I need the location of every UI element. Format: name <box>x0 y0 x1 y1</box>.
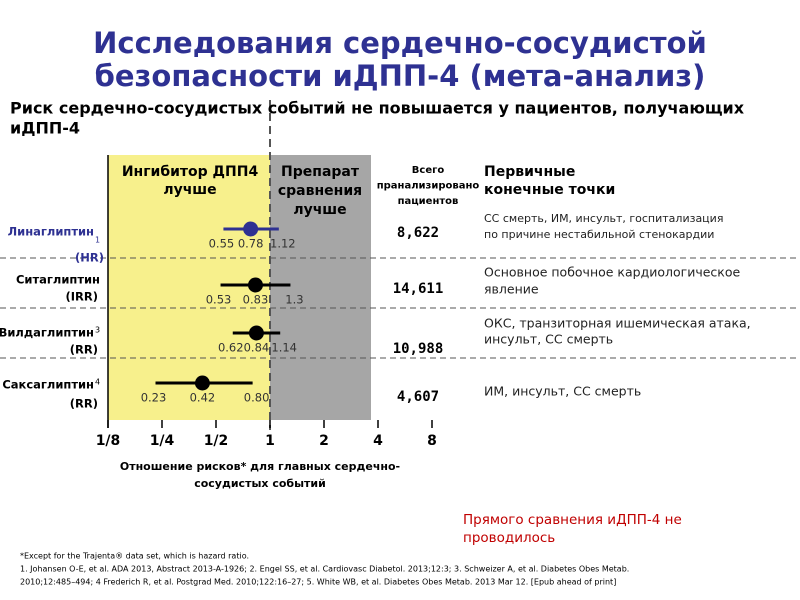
ci-low-label: 0.62 <box>218 341 244 355</box>
ci-low-label: 0.55 <box>209 237 235 251</box>
point-estimate <box>243 221 259 237</box>
drug-name: Ситаглиптин <box>16 273 100 287</box>
subtitle: иДПП-4 <box>10 119 80 138</box>
favors-comparator-region <box>270 155 371 420</box>
x-tick-label: 1/2 <box>204 433 229 449</box>
measure: (HR) <box>75 251 104 265</box>
drug-name: Саксаглиптин <box>2 378 94 392</box>
x-tick-label: 1 <box>265 433 275 449</box>
ci-high-label: 1.12 <box>270 237 296 251</box>
region-label: Препарат <box>281 164 360 180</box>
footnote: *Except for the Trajenta® data set, whic… <box>20 552 249 561</box>
note: проводилось <box>463 530 555 546</box>
column-header: Всего <box>412 165 445 176</box>
region-label: сравнения <box>278 183 362 199</box>
note: Прямого сравнения иДПП-4 не <box>463 512 682 528</box>
x-tick-label: 1/8 <box>96 433 121 449</box>
region-label: лучше <box>293 202 346 218</box>
footnote-ref: 4 <box>95 378 100 387</box>
footnote-ref: 3 <box>95 326 100 335</box>
measure: (IRR) <box>65 290 98 304</box>
footnote-ref: 1 <box>95 236 100 245</box>
measure: (RR) <box>70 397 98 411</box>
point-estimate <box>194 375 210 391</box>
patients: 4,607 <box>397 389 439 405</box>
x-tick-label: 4 <box>373 433 383 449</box>
endpoint: ОКС, транзиторная ишемическая атака, <box>484 316 751 331</box>
point-estimate <box>247 277 263 293</box>
ci-high-label: 0.80 <box>244 391 270 405</box>
endpoint: СС смерть, ИМ, инсульт, госпитализация <box>484 212 723 225</box>
endpoint: ИМ, инсульт, СС смерть <box>484 384 641 399</box>
column-header: Первичные <box>484 164 575 180</box>
estimate-label: 0.83 <box>243 293 269 307</box>
footnote: 2010;12:485–494; 4 Frederich R, et al. P… <box>20 578 616 587</box>
endpoint: инсульт, СС смерть <box>484 332 613 347</box>
x-tick-label: 8 <box>427 433 437 449</box>
endpoint: явление <box>484 282 539 297</box>
ci-low-label: 0.53 <box>206 293 232 307</box>
endpoint: по причине нестабильной стенокардии <box>484 228 714 241</box>
slide-title: безопасности иДПП-4 (мета-анализ) <box>95 59 706 93</box>
ci-high-label: 1.14 <box>271 341 297 355</box>
x-axis-title: сосудистых событий <box>194 477 326 490</box>
footnote: 1. Johansen O-E, et al. ADA 2013, Abstra… <box>20 565 629 574</box>
estimate-label: 0.84 <box>244 341 270 355</box>
column-header: пранализировано <box>377 181 480 192</box>
endpoint: Основное побочное кардиологическое <box>484 265 740 280</box>
favors-drug-region <box>108 155 270 420</box>
x-tick-label: 2 <box>319 433 329 449</box>
ci-high-label: 1.3 <box>285 293 303 307</box>
ci-low-label: 0.23 <box>141 391 167 405</box>
column-header: пациентов <box>398 196 459 207</box>
drug-name: Линаглиптин <box>8 225 94 239</box>
x-tick-label: 1/4 <box>150 433 175 449</box>
drug-name: Вилдаглиптин <box>0 326 94 340</box>
point-estimate <box>248 325 264 341</box>
estimate-label: 0.78 <box>238 237 264 251</box>
region-label: Ингибитор ДПП4 <box>122 164 259 180</box>
subtitle: Риск сердечно-сосудистых событий не повы… <box>10 99 745 118</box>
patients: 8,622 <box>397 225 439 241</box>
patients: 10,988 <box>393 341 444 357</box>
x-axis-title: Отношение рисков* для главных сердечно- <box>120 460 400 473</box>
patients: 14,611 <box>393 281 444 297</box>
column-header: конечные точки <box>484 182 615 198</box>
region-label: лучше <box>163 182 216 198</box>
estimate-label: 0.42 <box>190 391 216 405</box>
slide-title: Исследования сердечно-сосудистой <box>93 26 707 60</box>
measure: (RR) <box>70 343 98 357</box>
